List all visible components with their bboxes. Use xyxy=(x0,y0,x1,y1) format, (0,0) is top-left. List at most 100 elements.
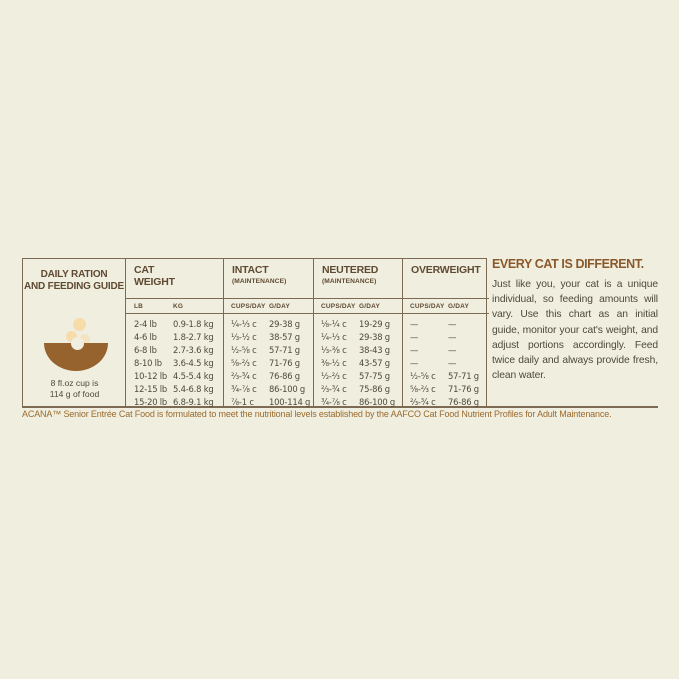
table-row: ⅞-1 c 100-114 g xyxy=(224,396,313,409)
table-row: ⅔-¾ c 75-86 g xyxy=(314,382,402,395)
subheader-overweight: CUPS/DAY G/DAY xyxy=(403,299,489,314)
table-row: 4-6 lb 1.8-2.7 kg xyxy=(126,330,223,343)
column-header-cat-weight: CAT WEIGHT xyxy=(126,259,223,299)
col-title: INTACT xyxy=(232,264,269,276)
cup-caption: 8 fl.oz cup is 114 g of food xyxy=(23,378,126,399)
column-header-overweight: OVERWEIGHT xyxy=(403,259,489,299)
cell-kg: 0.9-1.8 kg xyxy=(173,318,214,329)
cat-weight-rows: 2-4 lb 0.9-1.8 kg 4-6 lb 1.8-2.7 kg 6-8 … xyxy=(126,314,223,409)
cell-lb: 12-15 lb xyxy=(134,384,168,395)
table-row: ¼-⅓ c 29-38 g xyxy=(314,330,402,343)
cell-grams: 57-71 g xyxy=(269,344,300,355)
column-cat-weight: CAT WEIGHT LB KG 2-4 lb 0.9-1.8 kg xyxy=(126,259,224,409)
cell-cups: ⅝-⅔ c xyxy=(410,384,436,395)
cell-cups: ⅛-¼ c xyxy=(321,318,347,329)
cell-grams: 57-75 g xyxy=(359,370,390,381)
cell-cups: ⅞-1 c xyxy=(231,397,254,408)
guide-title-line1: DAILY RATION xyxy=(40,269,108,280)
cell-cups: ⅔-¾ c xyxy=(231,370,257,381)
cell-grams: 71-76 g xyxy=(269,357,300,368)
cell-grams: 29-38 g xyxy=(269,318,300,329)
column-header-neutered: NEUTERED (MAINTENANCE) xyxy=(314,259,402,299)
column-header-intact: INTACT (MAINTENANCE) xyxy=(224,259,313,299)
guide-title-line2: AND FEEDING GUIDE xyxy=(24,281,124,292)
cell-grams: 29-38 g xyxy=(359,331,390,342)
col-title: OVERWEIGHT xyxy=(411,264,481,276)
cell-kg: 1.8-2.7 kg xyxy=(173,331,214,342)
table-row: ⅓-½ c 38-57 g xyxy=(224,330,313,343)
column-intact: INTACT (MAINTENANCE) CUPS/DAY G/DAY ¼-⅓ … xyxy=(224,259,314,409)
subheader-cups-day: CUPS/DAY xyxy=(410,302,445,310)
table-row: 15-20 lb 6.8-9.1 kg xyxy=(126,396,223,409)
column-overweight: OVERWEIGHT CUPS/DAY G/DAY — — — xyxy=(403,259,489,409)
cup-caption-line2: 114 g of food xyxy=(49,388,100,399)
subheader-g-day: G/DAY xyxy=(269,302,290,310)
cell-cups: ⅜-½ c xyxy=(321,357,347,368)
table-row: ⅝-⅔ c 71-76 g xyxy=(403,382,489,395)
feeding-guide-band: DAILY RATION AND FEEDING GUIDE 8 fl.oz c… xyxy=(22,257,658,409)
cell-lb: 8-10 lb xyxy=(134,357,162,368)
cup-caption-line1: 8 fl.oz cup is xyxy=(50,378,99,388)
cell-cups: ½-⅝ c xyxy=(231,344,257,355)
cell-grams: 86-100 g xyxy=(269,384,306,395)
cell-kg: 4.5-5.4 kg xyxy=(173,370,214,381)
cell-cups: ¼-⅓ c xyxy=(321,331,347,342)
subheader-kg: KG xyxy=(173,302,184,310)
col-title-line: WEIGHT xyxy=(134,275,175,288)
col-subtitle: (MAINTENANCE) xyxy=(322,277,377,285)
bowl-notch xyxy=(71,337,84,350)
cell-cups: ⅓-½ c xyxy=(231,331,257,342)
cell-grams: 76-86 g xyxy=(269,370,300,381)
cell-cups: ¼-⅓ c xyxy=(231,318,257,329)
table-row: ⅔-¾ c 76-86 g xyxy=(224,369,313,382)
subheader-lb: LB xyxy=(134,302,144,310)
kibble-icon xyxy=(79,334,90,345)
cell-cups: ½-⅝ c xyxy=(410,370,436,381)
table-row: 12-15 lb 5.4-6.8 kg xyxy=(126,382,223,395)
cell-lb: 4-6 lb xyxy=(134,331,157,342)
table-row: ⅝-⅔ c 71-76 g xyxy=(224,356,313,369)
col-subtitle: (MAINTENANCE) xyxy=(232,277,287,285)
table-row: ¾-⅞ c 86-100 g xyxy=(314,396,402,409)
table-row: ½-⅝ c 57-71 g xyxy=(224,343,313,356)
cell-cups: ⅔-¾ c xyxy=(321,384,347,395)
subheader-cups-day: CUPS/DAY xyxy=(231,302,266,310)
cell-cups: ½-⅔ c xyxy=(321,370,347,381)
cell-kg: 5.4-6.8 kg xyxy=(173,384,214,395)
table-row: 2-4 lb 0.9-1.8 kg xyxy=(126,317,223,330)
cell-grams: 19-29 g xyxy=(359,318,390,329)
cell-grams: 38-57 g xyxy=(269,331,300,342)
cell-cups: ¾-⅞ c xyxy=(321,397,347,408)
subheader-cat-weight: LB KG xyxy=(126,299,223,314)
column-neutered: NEUTERED (MAINTENANCE) CUPS/DAY G/DAY ⅛-… xyxy=(314,259,403,409)
cell-grams: 100-114 g xyxy=(269,397,311,408)
cell-cups: ⅓-⅜ c xyxy=(321,344,347,355)
cell-cups: — xyxy=(410,344,419,355)
table-row: ½-⅔ c 57-75 g xyxy=(314,369,402,382)
table-row: — — xyxy=(403,356,489,369)
intact-rows: ¼-⅓ c 29-38 g ⅓-½ c 38-57 g ½-⅝ c 57-71 … xyxy=(224,314,313,409)
cell-cups: — xyxy=(410,331,419,342)
cell-cups: ¾-⅞ c xyxy=(231,384,257,395)
cell-grams: 76-86 g xyxy=(448,397,479,408)
table-row: ¼-⅓ c 29-38 g xyxy=(224,317,313,330)
col-title-line: CAT xyxy=(134,264,155,276)
daily-ration-box: DAILY RATION AND FEEDING GUIDE 8 fl.oz c… xyxy=(23,259,126,406)
cell-grams: 86-100 g xyxy=(359,397,396,408)
table-row: ⅔-¾ c 76-86 g xyxy=(403,396,489,409)
cell-cups: ⅝-⅔ c xyxy=(231,357,257,368)
col-title: NEUTERED xyxy=(322,264,379,276)
cell-kg: 3.6-4.5 kg xyxy=(173,357,214,368)
cell-grams: 38-43 g xyxy=(359,344,390,355)
table-row: ¾-⅞ c 86-100 g xyxy=(224,382,313,395)
table-row: — — xyxy=(403,330,489,343)
cell-lb: 15-20 lb xyxy=(134,397,168,408)
cell-cups: — xyxy=(410,357,419,368)
table-row: — — xyxy=(403,343,489,356)
subheader-g-day: G/DAY xyxy=(359,302,380,310)
table-row: — — xyxy=(403,317,489,330)
table-row: 8-10 lb 3.6-4.5 kg xyxy=(126,356,223,369)
every-cat-paragraph: Just like you, your cat is a unique indi… xyxy=(492,279,658,382)
neutered-rows: ⅛-¼ c 19-29 g ¼-⅓ c 29-38 g ⅓-⅜ c 38-43 … xyxy=(314,314,402,409)
